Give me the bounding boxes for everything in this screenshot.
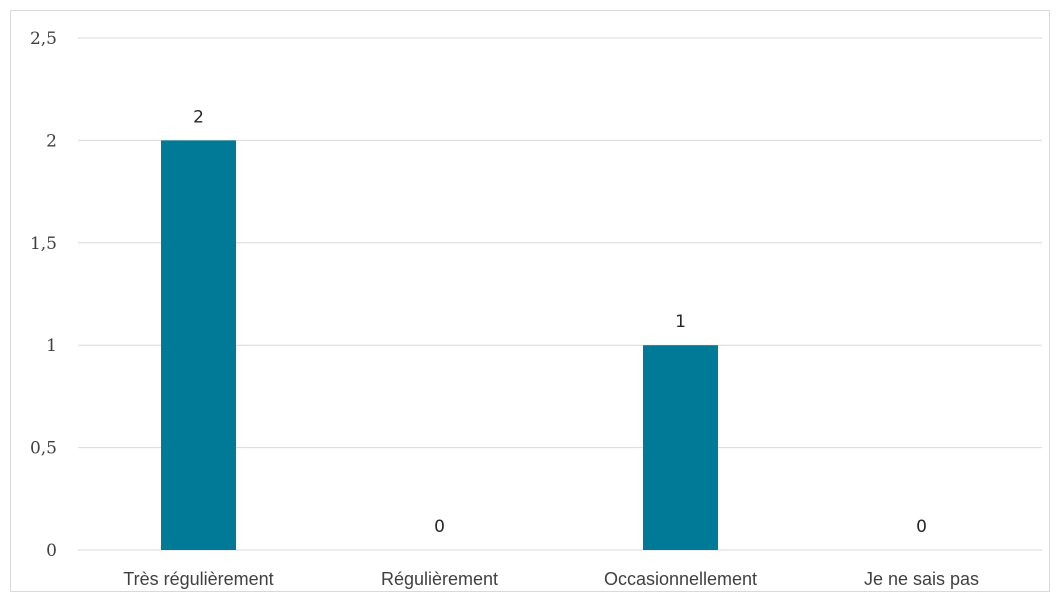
data-label: 0: [434, 517, 445, 537]
y-tick-label: 1,5: [30, 234, 57, 254]
bar: [161, 140, 236, 550]
y-tick-label: 2: [46, 131, 57, 151]
y-tick-label: 0: [46, 541, 57, 561]
y-tick-label: 2,5: [30, 29, 57, 49]
bar: [643, 345, 718, 550]
x-tick-label: Occasionnellement: [604, 569, 757, 589]
data-label: 1: [675, 312, 686, 332]
y-tick-label: 0,5: [30, 439, 57, 459]
data-label: 2: [193, 107, 204, 127]
x-tick-label: Je ne sais pas: [864, 569, 979, 589]
y-tick-label: 1: [46, 336, 57, 356]
data-label: 0: [916, 517, 927, 537]
x-tick-label: Régulièrement: [381, 569, 498, 589]
x-tick-label: Très régulièrement: [123, 569, 273, 589]
